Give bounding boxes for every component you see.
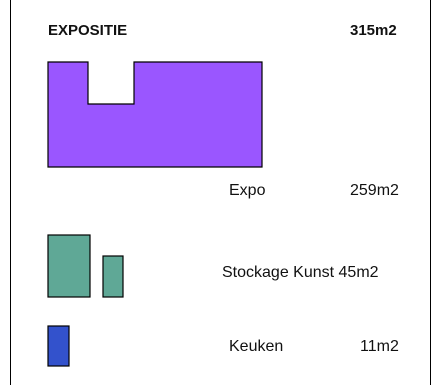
right-frame-line xyxy=(430,0,431,385)
section-title: EXPOSITIE xyxy=(48,22,128,39)
total-area: 315m2 xyxy=(350,22,397,39)
stockage-name-label: Stockage Kunst xyxy=(222,264,335,281)
stockage-area-label: 45m2 xyxy=(338,264,379,281)
expo-name-label: Expo xyxy=(229,182,266,199)
stockage-room-shape-large xyxy=(47,234,91,298)
stockage-label: Stockage Kunst 45m2 xyxy=(222,265,379,281)
keuken-room-shape xyxy=(47,325,70,367)
expo-area-label: 259m2 xyxy=(350,182,399,199)
expo-room-shape xyxy=(47,61,263,168)
left-frame-line xyxy=(10,0,11,385)
keuken-name-label: Keuken xyxy=(229,338,284,355)
stockage-room-shape-small xyxy=(102,255,124,298)
keuken-area-label: 11m2 xyxy=(360,338,399,355)
